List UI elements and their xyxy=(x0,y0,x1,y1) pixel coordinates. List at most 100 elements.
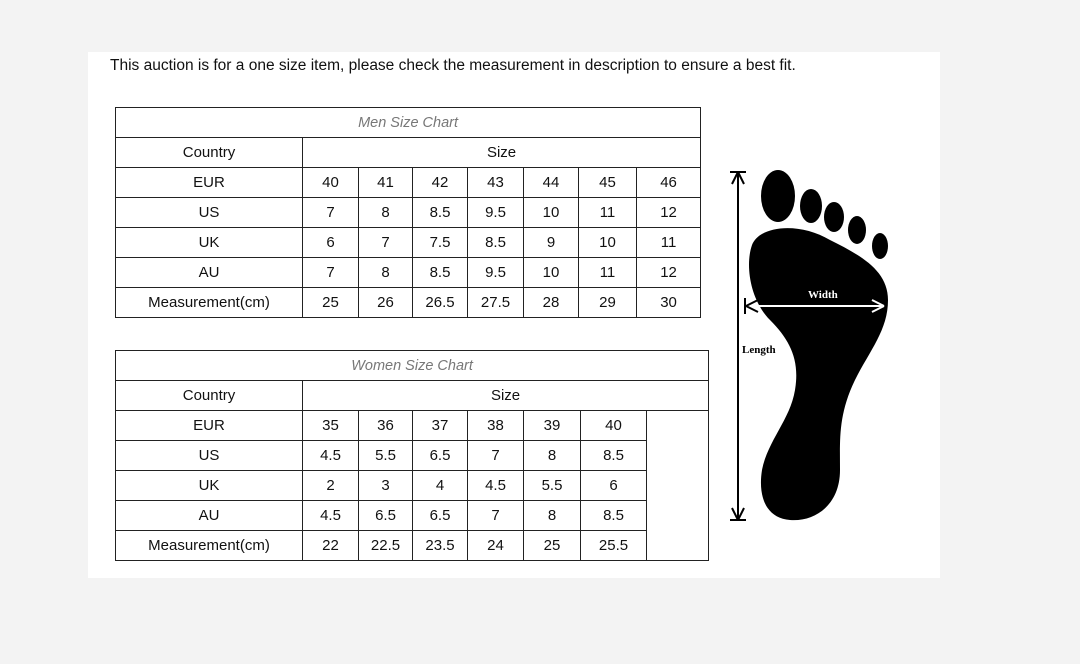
size-cell: 7 xyxy=(358,227,413,258)
size-cell: 8.5 xyxy=(580,500,647,531)
size-cell: 39 xyxy=(523,410,581,441)
size-cell: 8.5 xyxy=(580,440,647,471)
size-cell: 46 xyxy=(635,167,702,198)
size-cell: 23.5 xyxy=(412,530,468,561)
size-cell: 35 xyxy=(302,410,359,441)
size-cell: 10 xyxy=(523,257,579,288)
size-cell: 40 xyxy=(302,167,359,198)
size-cell: 11 xyxy=(635,227,702,258)
size-cell: 8 xyxy=(523,500,581,531)
size-cell: 6.5 xyxy=(412,440,468,471)
country-header: Country xyxy=(115,137,303,168)
size-cell: 12 xyxy=(635,197,702,228)
size-cell: 4 xyxy=(412,470,468,501)
row-label: AU xyxy=(115,500,303,531)
size-cell: 22 xyxy=(302,530,359,561)
size-cell: 30 xyxy=(635,287,702,318)
table-title: Women Size Chart xyxy=(114,350,710,381)
table-row: Measurement(cm) 25 26 26.5 27.5 28 29 30 xyxy=(115,287,702,318)
size-cell: 40 xyxy=(580,410,647,441)
row-label: EUR xyxy=(115,167,303,198)
table-row: EUR 35 36 37 38 39 40 xyxy=(115,410,710,441)
size-cell: 10 xyxy=(578,227,637,258)
empty-cell xyxy=(645,440,710,471)
empty-cell xyxy=(645,530,710,561)
row-label: EUR xyxy=(115,410,303,441)
men-size-table: Men Size Chart Country Size EUR 40 41 42 43 44… xyxy=(114,107,702,318)
size-cell: 11 xyxy=(578,257,637,288)
size-cell: 3 xyxy=(358,470,413,501)
size-cell: 7.5 xyxy=(412,227,468,258)
size-cell: 9.5 xyxy=(467,257,524,288)
size-cell: 8 xyxy=(523,440,581,471)
size-cell: 26 xyxy=(358,287,413,318)
size-cell: 38 xyxy=(467,410,524,441)
size-cell: 4.5 xyxy=(302,500,359,531)
size-cell: 10 xyxy=(523,197,579,228)
size-cell: 7 xyxy=(302,197,359,228)
size-cell: 8.5 xyxy=(412,197,468,228)
size-cell: 8 xyxy=(358,257,413,288)
size-cell: 11 xyxy=(578,197,637,228)
row-label: Measurement(cm) xyxy=(115,530,303,561)
size-header: Size xyxy=(301,137,702,168)
size-cell: 7 xyxy=(302,257,359,288)
size-cell: 24 xyxy=(467,530,524,561)
country-header: Country xyxy=(115,380,303,411)
length-label: Length xyxy=(742,344,776,356)
size-cell: 4.5 xyxy=(467,470,524,501)
size-cell: 41 xyxy=(358,167,413,198)
size-cell: 8.5 xyxy=(412,257,468,288)
table-row: US 7 8 8.5 9.5 10 11 12 xyxy=(115,197,702,228)
size-cell: 45 xyxy=(578,167,637,198)
size-cell: 8 xyxy=(358,197,413,228)
size-cell: 44 xyxy=(523,167,579,198)
row-label: Measurement(cm) xyxy=(115,287,303,318)
size-cell: 9 xyxy=(523,227,579,258)
size-cell: 29 xyxy=(578,287,637,318)
size-cell: 36 xyxy=(358,410,413,441)
women-size-table: Women Size Chart Country Size EUR 35 36 37 38… xyxy=(114,350,710,561)
empty-cell xyxy=(645,410,710,441)
size-cell: 42 xyxy=(412,167,468,198)
notice-text: This auction is for a one size item, ple… xyxy=(110,57,796,74)
size-cell: 5.5 xyxy=(523,470,581,501)
size-cell: 6 xyxy=(580,470,647,501)
empty-cell xyxy=(645,470,710,501)
table-row: Measurement(cm) 22 22.5 23.5 24 25 25.5 xyxy=(115,530,710,561)
size-cell: 6 xyxy=(302,227,359,258)
foot-measurement-diagram: Width Length xyxy=(730,170,888,521)
size-cell: 6.5 xyxy=(412,500,468,531)
size-cell: 37 xyxy=(412,410,468,441)
width-label: Width xyxy=(808,289,838,301)
size-cell: 26.5 xyxy=(412,287,468,318)
size-cell: 7 xyxy=(467,500,524,531)
size-cell: 5.5 xyxy=(358,440,413,471)
size-cell: 9.5 xyxy=(467,197,524,228)
row-label: UK xyxy=(115,470,303,501)
table-row: EUR 40 41 42 43 44 45 46 xyxy=(115,167,702,198)
row-label: US xyxy=(115,197,303,228)
size-cell: 7 xyxy=(467,440,524,471)
table-title: Men Size Chart xyxy=(114,107,702,138)
table-row: UK 6 7 7.5 8.5 9 10 11 xyxy=(115,227,702,258)
size-cell: 27.5 xyxy=(467,287,524,318)
size-cell: 8.5 xyxy=(467,227,524,258)
row-label: UK xyxy=(115,227,303,258)
size-cell: 12 xyxy=(635,257,702,288)
size-header: Size xyxy=(301,380,710,411)
size-cell: 4.5 xyxy=(302,440,359,471)
table-row: AU 4.5 6.5 6.5 7 8 8.5 xyxy=(115,500,710,531)
size-cell: 25 xyxy=(302,287,359,318)
size-cell: 28 xyxy=(523,287,579,318)
size-cell: 25 xyxy=(523,530,581,561)
table-row: AU 7 8 8.5 9.5 10 11 12 xyxy=(115,257,702,288)
foot-silhouette-icon xyxy=(749,170,888,521)
table-row: UK 2 3 4 4.5 5.5 6 xyxy=(115,470,710,501)
size-cell: 22.5 xyxy=(358,530,413,561)
table-row: US 4.5 5.5 6.5 7 8 8.5 xyxy=(115,440,710,471)
size-cell: 25.5 xyxy=(580,530,647,561)
size-cell: 43 xyxy=(467,167,524,198)
row-label: AU xyxy=(115,257,303,288)
row-label: US xyxy=(115,440,303,471)
